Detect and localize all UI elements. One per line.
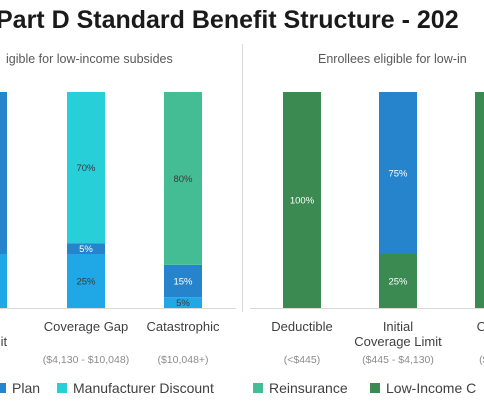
category-range-label: ($445 - $4,130) xyxy=(362,354,434,366)
legend-item-manufacturer-discount: Manufacturer Discount xyxy=(57,380,214,396)
legend-label-reinsurance: Reinsurance xyxy=(269,380,348,396)
legend-swatch-plan xyxy=(0,383,6,393)
bar-segment-enrollee-cost xyxy=(0,254,7,308)
data-label: 100% xyxy=(290,196,315,207)
bar-segment-reinsurance xyxy=(164,92,202,265)
data-label: 15% xyxy=(173,277,193,288)
legend-label-low-income: Low-Income C xyxy=(386,380,477,396)
stacked-bar-chart: ale Limit,130)25%5%70%Coverage Gap($4,13… xyxy=(0,92,484,366)
category-range-label: (<$445) xyxy=(284,354,320,366)
bar-segment-low-income xyxy=(475,92,484,308)
category-range-label: ($4,130 - $10,048) xyxy=(43,354,129,366)
legend-label-plan: Plan xyxy=(12,380,41,396)
bar-segment-manufacturer-discount xyxy=(67,92,105,244)
bar-segment-low-income xyxy=(283,92,321,308)
bar-segment-plan xyxy=(67,243,105,254)
data-label: 75% xyxy=(388,169,408,180)
bar-segment-enrollee-cost xyxy=(67,254,105,308)
bar-segment-enrollee-cost xyxy=(164,297,202,308)
data-label: 25% xyxy=(388,277,408,288)
legend-label-manufacturer-discount: Manufacturer Discount xyxy=(73,380,214,396)
category-label: Initial xyxy=(383,319,413,334)
legend-swatch-low-income xyxy=(370,383,380,393)
legend-swatch-reinsurance xyxy=(253,383,263,393)
data-label: 70% xyxy=(76,163,96,174)
data-label: 5% xyxy=(79,244,93,255)
category-range-label: ($4,13 xyxy=(479,354,484,366)
legend-swatch-manufacturer-discount xyxy=(57,383,67,393)
data-label: 80% xyxy=(173,174,193,185)
legend-item-low-income: Low-Income C xyxy=(370,380,476,396)
category-range-label: ($10,048+) xyxy=(157,354,208,366)
data-label: 25% xyxy=(76,277,96,288)
right-panel-subtitle: Enrollees eligible for low-in xyxy=(318,52,467,66)
category-label: e Limit xyxy=(0,334,8,349)
category-label: Cover xyxy=(477,319,484,334)
category-label: Deductible xyxy=(271,319,332,334)
bar-segment-plan xyxy=(164,264,202,298)
chart-title: Part D Standard Benefit Structure - 202 xyxy=(0,6,459,34)
data-label: 5% xyxy=(176,298,190,309)
left-panel-subtitle: igible for low-income subsides xyxy=(6,52,173,66)
category-label: Coverage Limit xyxy=(354,334,442,349)
bar-segment-low-income xyxy=(379,254,417,308)
legend: Plan Manufacturer Discount Reinsurance L… xyxy=(0,380,484,402)
bar-segment-plan xyxy=(0,92,7,254)
category-label: Coverage Gap xyxy=(44,319,129,334)
panel-divider xyxy=(242,44,243,312)
legend-item-reinsurance: Reinsurance xyxy=(253,380,348,396)
category-label: Catastrophic xyxy=(147,319,220,334)
bar-segment-plan xyxy=(379,92,417,254)
legend-item-plan: Plan xyxy=(0,380,40,396)
